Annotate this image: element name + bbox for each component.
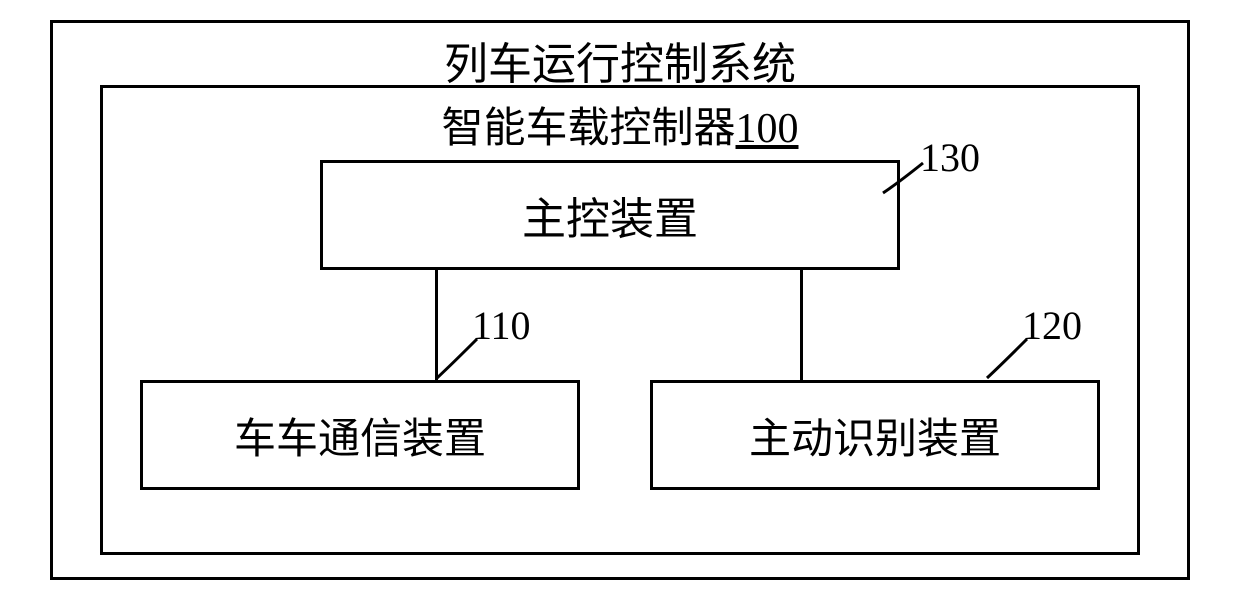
active-recog-label: 主动识别装置 bbox=[749, 405, 1001, 466]
vehicle-comm-box: 车车通信装置 bbox=[140, 380, 580, 490]
vehicle-comm-swoosh bbox=[432, 334, 482, 382]
inner-controller-title-prefix: 智能车载控制器 bbox=[441, 106, 735, 152]
inner-controller-title: 智能车载控制器100 bbox=[100, 94, 1140, 155]
main-control-ref: 130 bbox=[920, 134, 980, 181]
inner-controller-ref: 100 bbox=[736, 106, 799, 152]
active-recog-swoosh bbox=[982, 334, 1032, 382]
main-control-box: 主控装置 bbox=[320, 160, 900, 270]
outer-system-title: 列车运行控制系统 bbox=[50, 28, 1190, 92]
active-recog-box: 主动识别装置 bbox=[650, 380, 1100, 490]
main-control-swoosh bbox=[878, 158, 928, 198]
main-control-label: 主控装置 bbox=[522, 183, 698, 247]
connector-right bbox=[800, 270, 803, 380]
vehicle-comm-label: 车车通信装置 bbox=[234, 405, 486, 466]
